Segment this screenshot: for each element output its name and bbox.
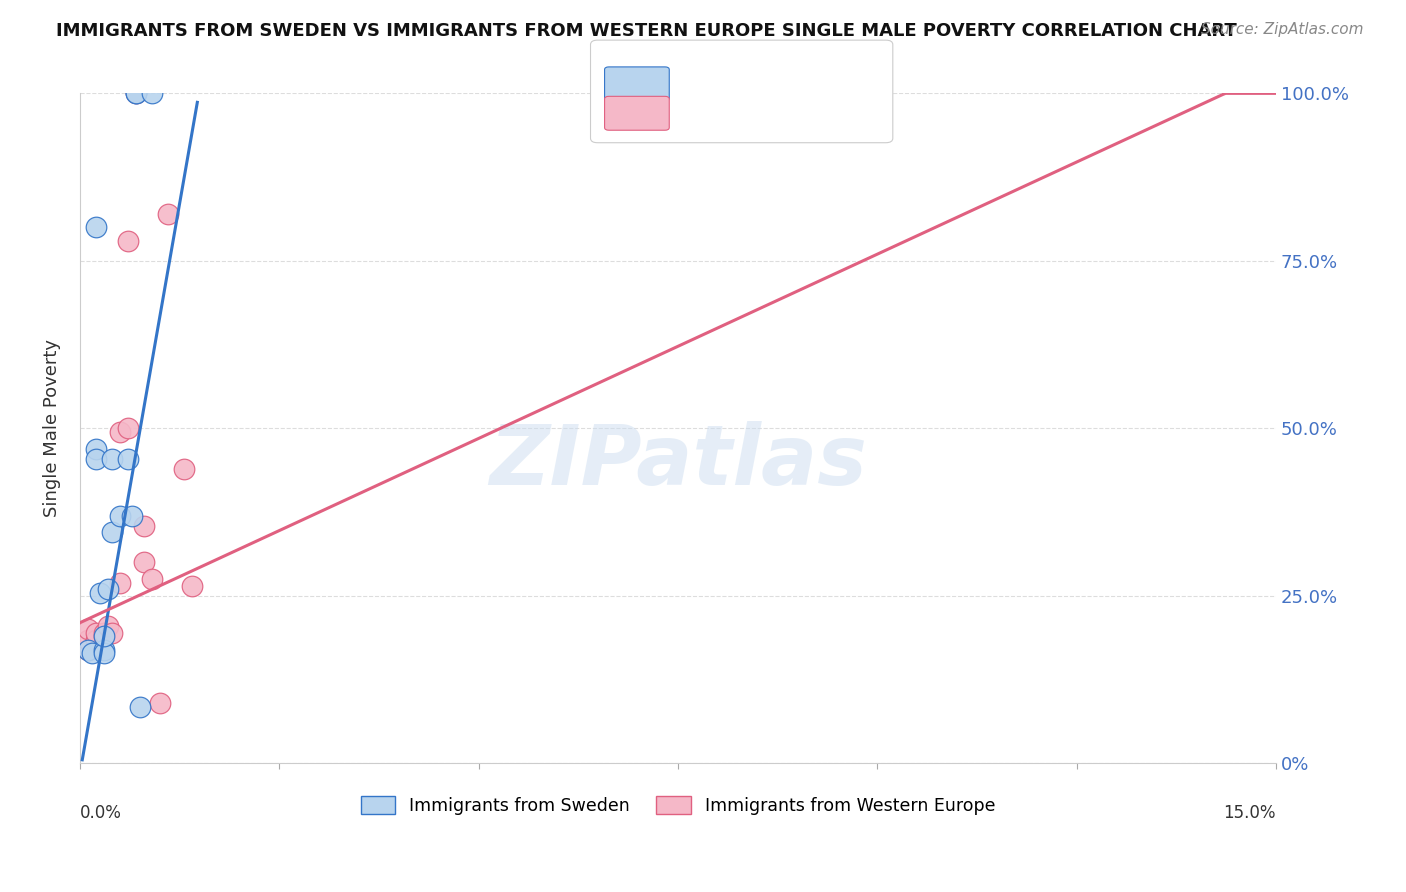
- Point: [84, 442, 107, 456]
- Point: [149, 696, 172, 710]
- Point: [128, 699, 150, 714]
- Point: [97, 582, 120, 597]
- Point: [93, 642, 115, 657]
- Point: [108, 425, 131, 439]
- Point: [84, 451, 107, 466]
- Point: [93, 629, 115, 643]
- Point: [108, 508, 131, 523]
- Point: [132, 518, 155, 533]
- Point: [108, 575, 131, 590]
- Point: [100, 625, 122, 640]
- Point: [125, 87, 148, 101]
- Point: [76, 642, 98, 657]
- Point: [76, 623, 98, 637]
- Y-axis label: Single Male Poverty: Single Male Poverty: [44, 340, 60, 517]
- Point: [93, 629, 115, 643]
- Text: 15.0%: 15.0%: [1223, 804, 1277, 822]
- Text: Source: ZipAtlas.com: Source: ZipAtlas.com: [1201, 22, 1364, 37]
- Point: [100, 525, 122, 540]
- Text: R = 0.643   N = 17: R = 0.643 N = 17: [675, 74, 845, 92]
- Point: [84, 220, 107, 235]
- Text: ZIPatlas: ZIPatlas: [489, 421, 868, 502]
- Point: [84, 625, 107, 640]
- Point: [97, 619, 120, 633]
- Point: [80, 646, 103, 660]
- Point: [100, 451, 122, 466]
- Point: [117, 234, 139, 248]
- Text: 0.0%: 0.0%: [80, 804, 122, 822]
- Point: [93, 646, 115, 660]
- Point: [76, 632, 98, 647]
- Point: [156, 207, 179, 221]
- Point: [84, 632, 107, 647]
- Point: [89, 585, 111, 599]
- Point: [121, 508, 143, 523]
- Text: IMMIGRANTS FROM SWEDEN VS IMMIGRANTS FROM WESTERN EUROPE SINGLE MALE POVERTY COR: IMMIGRANTS FROM SWEDEN VS IMMIGRANTS FRO…: [56, 22, 1237, 40]
- Point: [117, 451, 139, 466]
- Point: [141, 572, 163, 586]
- Point: [132, 556, 155, 570]
- Point: [173, 461, 195, 475]
- Legend: Immigrants from Sweden, Immigrants from Western Europe: Immigrants from Sweden, Immigrants from …: [354, 789, 1002, 822]
- Point: [180, 579, 202, 593]
- Point: [125, 87, 148, 101]
- Text: R = 0.456   N = 21: R = 0.456 N = 21: [675, 103, 845, 121]
- Point: [76, 642, 98, 657]
- Point: [141, 87, 163, 101]
- Point: [93, 625, 115, 640]
- Point: [117, 421, 139, 435]
- Point: [125, 87, 148, 101]
